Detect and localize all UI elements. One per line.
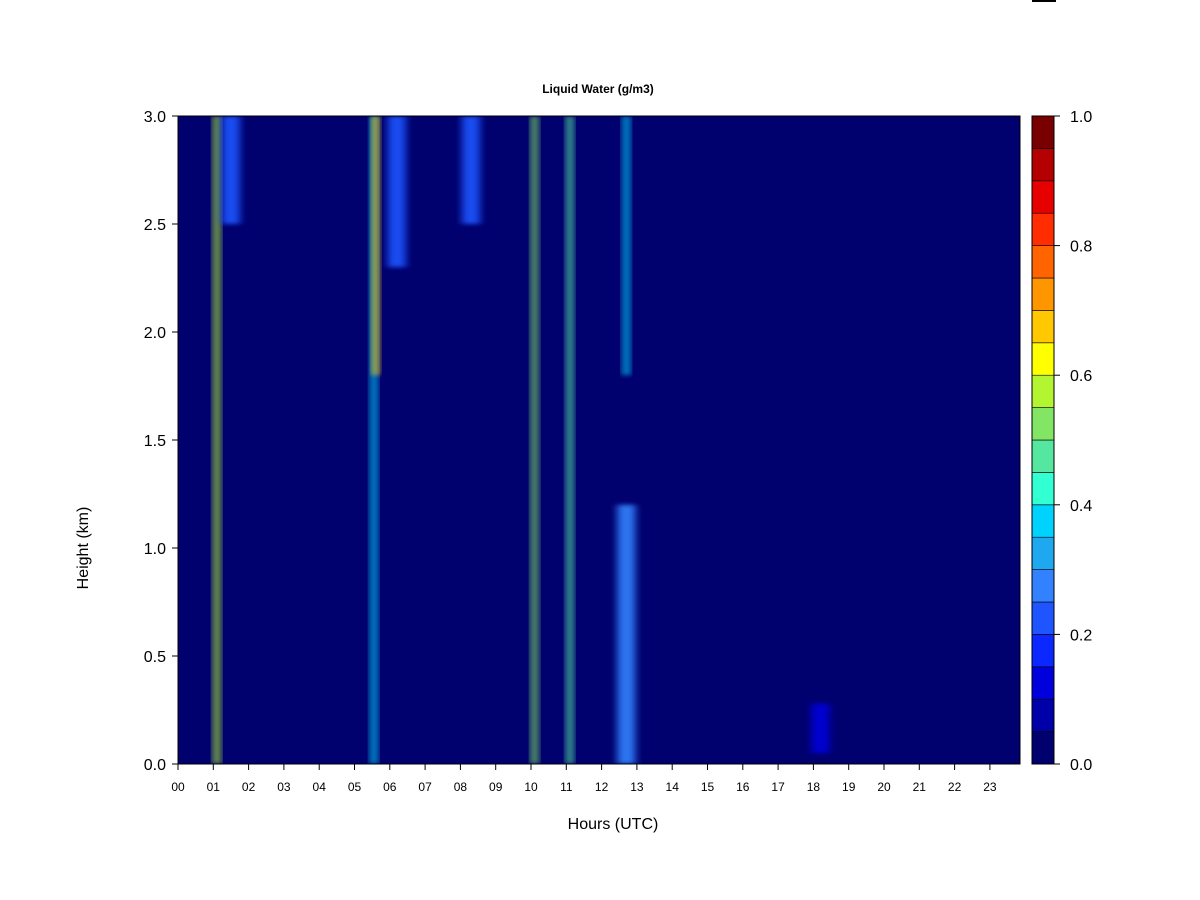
y-tick-label: 0.0 <box>144 757 166 774</box>
x-tick-label: 18 <box>807 780 821 794</box>
heatmap-feature-8 <box>623 116 630 376</box>
heatmap-feature-3 <box>372 116 379 376</box>
x-tick-label: 12 <box>595 780 609 794</box>
heatmap-feature-9 <box>617 504 636 764</box>
colorbar-swatch <box>1031 472 1055 506</box>
colorbar-swatch <box>1031 342 1055 376</box>
y-tick-label: 2.5 <box>144 217 166 234</box>
x-tick-label: 11 <box>560 780 573 794</box>
x-tick-label: 19 <box>842 780 856 794</box>
y-axis: 0.0 0.5 1.0 1.5 2.0 2.5 3.0 <box>144 109 178 774</box>
colorbar-tick-label: 0.6 <box>1070 368 1092 385</box>
plot-background <box>178 116 1020 764</box>
chart-title: Liquid Water (g/m3) <box>542 82 654 96</box>
heatmap-feature-4 <box>387 116 406 268</box>
colorbar-swatch <box>1031 212 1055 246</box>
y-tick-label: 1.5 <box>144 433 166 450</box>
colorbar-swatch <box>1031 277 1055 311</box>
x-tick-label: 05 <box>348 780 362 794</box>
colorbar-tick-label: 0.0 <box>1070 757 1092 774</box>
x-tick-label: 15 <box>701 780 715 794</box>
x-tick-label: 00 <box>171 780 185 794</box>
y-tick-label: 2.0 <box>144 325 166 342</box>
x-tick-label: 02 <box>242 780 256 794</box>
y-tick-label: 3.0 <box>144 109 166 126</box>
x-tick-label: 08 <box>454 780 468 794</box>
colorbar-swatch <box>1031 666 1055 700</box>
x-tick-label: 04 <box>313 780 327 794</box>
colorbar-swatch <box>1031 731 1055 765</box>
x-tick-label: 21 <box>913 780 927 794</box>
colorbar <box>1031 115 1055 765</box>
x-tick-label: 17 <box>771 780 785 794</box>
colorbar-tick-label: 0.2 <box>1070 627 1092 644</box>
heatmap-feature-5 <box>461 116 480 224</box>
colorbar-swatch <box>1031 698 1055 732</box>
colorbar-swatch <box>1031 407 1055 441</box>
x-tick-label: 13 <box>630 780 644 794</box>
colorbar-swatch <box>1031 148 1055 182</box>
x-tick-label: 16 <box>736 780 750 794</box>
colorbar-swatch <box>1031 310 1055 344</box>
heatmap-marks <box>213 116 830 764</box>
x-tick-label: 14 <box>666 780 680 794</box>
colorbar-swatch <box>1031 536 1055 570</box>
heatmap-feature-2 <box>370 116 377 764</box>
colorbar-swatch <box>1031 439 1055 473</box>
heatmap-feature-7 <box>566 116 573 764</box>
x-tick-label: 22 <box>948 780 962 794</box>
x-axis-label: Hours (UTC) <box>568 816 659 833</box>
x-tick-label: 07 <box>418 780 432 794</box>
x-tick-label: 20 <box>877 780 891 794</box>
colorbar-tick-label: 0.4 <box>1070 498 1092 515</box>
colorbar-swatch <box>1031 374 1055 408</box>
colorbar-swatch <box>1031 180 1055 214</box>
y-tick-label: 0.5 <box>144 649 166 666</box>
x-tick-label: 09 <box>489 780 503 794</box>
colorbar-swatch <box>1031 504 1055 538</box>
x-tick-label: 06 <box>383 780 397 794</box>
colorbar-swatch <box>1031 601 1055 635</box>
colorbar-ticks: 0.0 0.2 0.4 0.6 0.8 1.0 <box>1054 109 1092 774</box>
colorbar-swatch <box>1031 245 1055 279</box>
colorbar-swatch <box>1031 569 1055 603</box>
heatmap-feature-10 <box>811 703 830 754</box>
plot-area <box>177 115 1021 765</box>
x-tick-label: 03 <box>277 780 291 794</box>
heatmap-feature-6 <box>531 116 538 764</box>
colorbar-frame <box>1031 115 1055 765</box>
x-tick-label: 23 <box>983 780 997 794</box>
x-axis: 00 01 02 03 04 05 06 07 08 09 10 11 12 13 14 15 16 17 18 19… <box>171 764 997 794</box>
colorbar-tick-label: 1.0 <box>1070 109 1092 126</box>
y-tick-label: 1.0 <box>144 541 166 558</box>
heatmap-feature-0 <box>213 116 220 764</box>
y-axis-label: Height (km) <box>75 507 92 590</box>
colorbar-tick-label: 0.8 <box>1070 239 1092 256</box>
colorbar-swatch <box>1031 634 1055 668</box>
x-tick-label: 01 <box>207 780 221 794</box>
corner-mark <box>1032 0 1056 2</box>
x-tick-label: 10 <box>524 780 538 794</box>
heatmap-feature-1 <box>221 116 240 224</box>
colorbar-swatch <box>1031 115 1055 149</box>
